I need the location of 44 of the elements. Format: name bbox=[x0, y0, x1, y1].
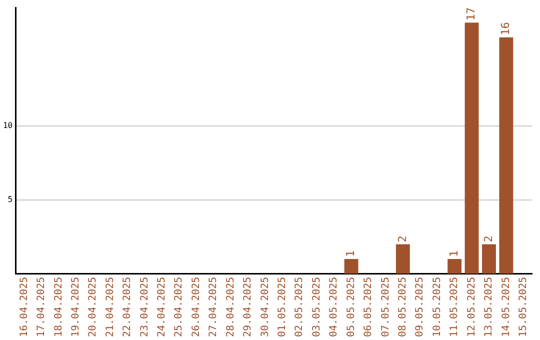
x-tick-label: 19.04.2025 bbox=[70, 276, 82, 338]
x-tick-label: 12.05.2025 bbox=[466, 276, 478, 338]
x-tick-label: 22.04.2025 bbox=[122, 276, 134, 338]
data-label: 2 bbox=[482, 236, 495, 242]
bar bbox=[499, 37, 514, 274]
x-tick-label: 17.04.2025 bbox=[36, 276, 48, 338]
data-label: 1 bbox=[447, 250, 460, 258]
x-tick-label: 04.05.2025 bbox=[328, 276, 340, 338]
bar bbox=[464, 22, 479, 274]
x-tick-label: 27.04.2025 bbox=[208, 276, 220, 338]
x-tick-label: 24.04.2025 bbox=[156, 276, 168, 338]
bar bbox=[482, 244, 496, 274]
x-tick-label: 25.04.2025 bbox=[174, 276, 185, 338]
data-label: 1 bbox=[344, 250, 358, 258]
y-tick-label: 5 bbox=[8, 194, 13, 204]
x-tick-label: 23.04.2025 bbox=[139, 276, 150, 338]
x-tick-label: 06.05.2025 bbox=[363, 276, 374, 338]
data-label: 16 bbox=[499, 22, 512, 36]
x-tick-label: 21.04.2025 bbox=[104, 276, 116, 338]
bar bbox=[344, 259, 358, 274]
x-tick-label: 29.04.2025 bbox=[242, 276, 254, 338]
x-tick-label: 15.05.2025 bbox=[518, 276, 529, 338]
x-tick-label: 26.04.2025 bbox=[190, 276, 202, 338]
x-tick-label: 08.05.2025 bbox=[398, 276, 408, 338]
x-tick-label: 20.04.2025 bbox=[88, 276, 99, 338]
x-tick-label: 01.05.2025 bbox=[277, 276, 288, 338]
x-tick-label: 16.04.2025 bbox=[18, 276, 30, 338]
x-tick-label: 07.05.2025 bbox=[380, 276, 392, 338]
x-tick-label: 03.05.2025 bbox=[311, 276, 322, 338]
x-tick-label: 28.04.2025 bbox=[225, 276, 236, 338]
x-tick-label: 09.05.2025 bbox=[414, 276, 426, 338]
x-tick-label: 30.04.2025 bbox=[260, 276, 271, 338]
x-tick-label: 05.05.2025 bbox=[346, 276, 357, 338]
x-tick-label: 18.04.2025 bbox=[53, 276, 64, 338]
x-tick-label: 13.05.2025 bbox=[484, 276, 495, 338]
bar bbox=[396, 244, 410, 274]
x-tick-label: 11.05.2025 bbox=[449, 276, 460, 338]
data-label: 17 bbox=[464, 7, 478, 21]
data-label: 2 bbox=[396, 236, 409, 242]
x-tick-label: 02.05.2025 bbox=[294, 276, 306, 338]
x-tick-label: 14.05.2025 bbox=[500, 276, 512, 338]
x-tick-label: 10.05.2025 bbox=[432, 276, 443, 338]
bar bbox=[448, 259, 462, 274]
y-tick-label: 10 bbox=[2, 121, 13, 130]
